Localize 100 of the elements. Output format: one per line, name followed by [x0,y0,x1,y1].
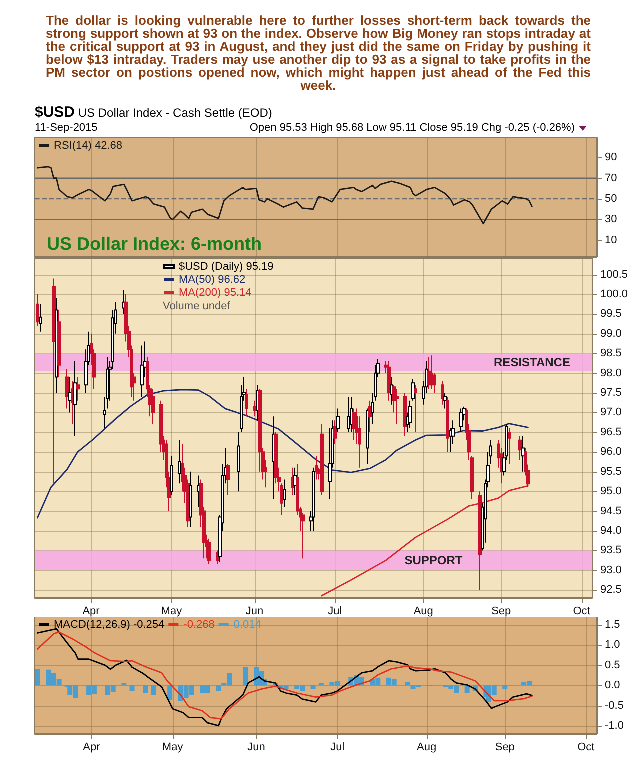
candlestick [253,400,257,418]
y-tick-label: 94.0 [600,524,622,537]
candlestick [427,357,431,390]
candlestick [521,436,525,472]
candlestick [333,420,337,445]
bar [130,686,135,692]
bar [243,667,248,686]
bar [168,686,173,701]
y-tick-label: 94.5 [600,505,622,518]
y-tick-label: 93.0 [600,564,622,576]
y-tick-label: 95.5 [600,466,622,478]
candlestick [207,538,211,565]
candlestick [178,440,181,484]
band-label: SUPPORT [404,554,464,568]
candlestick [245,388,248,418]
candlestick [408,400,412,429]
line-series [321,485,529,597]
y-tick-label: -1.0 [605,720,624,732]
y-tick-label: 50 [605,193,618,206]
candlestick [508,428,511,464]
candlestick [197,475,200,508]
y-tick-label: 100.5 [600,268,628,281]
y-tick-label: 99.0 [600,328,622,340]
candlestick [478,491,482,591]
candlestick [52,278,56,484]
candlestick [122,290,125,315]
candlestick [36,294,39,327]
candlestick [39,304,42,332]
text: Open 95.53 High 95.68 Low 95.11 Close 95.19 Chg -0.25 (-0.26%) [250,122,575,134]
candlestick [368,400,372,433]
y-tick-label: 97.5 [600,387,622,400]
legend-label: MA(50) 96.62 [179,274,246,286]
y-tick-label: 70 [605,172,618,184]
y-tick-label: 30 [605,214,618,226]
y-tick-label: 1.0 [605,639,620,652]
bar [35,669,40,686]
line-series [37,166,533,225]
candlestick [336,408,340,433]
candlestick [312,467,315,532]
bar [310,686,316,690]
candlestick [76,376,80,402]
legend-label: RSI(14) 42.68 [54,140,122,152]
candlestick [414,384,417,433]
annotation: Volume undef [163,300,232,312]
y-tick-label: 98.0 [600,367,622,380]
y-tick-label: 99.5 [600,308,622,320]
bar [216,686,222,692]
annotation: US Dollar Index: 6-month [47,234,262,254]
candlestick [216,550,219,565]
x-tick-label: Oct [573,606,590,618]
y-tick-label: 95.0 [600,486,622,498]
y-tick-label: 92.5 [600,584,622,596]
candlestick [320,424,324,496]
candlestick [71,380,74,426]
legend-label: -0.268 [184,619,215,631]
candlestick [65,368,69,410]
y-tick-label: 93.5 [600,544,622,557]
chart-title: The dollar is looking vulnerable here to further losses short-term back towards the strong support shown at 93 on the index. Observe how Big Money ran stops intraday at the critical support at 93 in August, and they just did the same on Friday by pushing it below $13 intraday. Traders may use another dip to 93 as a signal to take profits in the PM sector on postions opened now, which might happen just ahead of the Fed this week. [46,13,591,93]
candlestick [170,456,173,496]
candlestick [395,388,399,426]
bar [405,682,410,686]
candlestick [283,479,286,508]
candlestick [430,355,433,390]
x-tick-label: Jul [328,606,342,618]
y-tick-label: 96.0 [600,446,622,458]
candlestick [350,396,353,433]
candlestick [518,436,522,461]
legend-label: 0.014 [234,619,262,631]
band-label: RESISTANCE [494,355,570,370]
bar [502,686,508,690]
candlestick [293,467,297,496]
candlestick [347,396,350,433]
bar [151,686,156,696]
x-tick-label: Jun [248,742,266,754]
candlestick [446,396,449,453]
line-series [36,389,529,519]
y-tick-label: 10 [605,234,618,246]
bar [464,686,470,694]
candlestick [73,360,77,437]
x-tick-label: Jul [330,742,345,754]
y-tick-label: 0.5 [605,659,620,672]
x-tick-label: Sep [492,606,512,618]
x-tick-label: May [162,742,184,754]
candlestick [403,392,407,437]
candlestick [390,376,393,406]
candlestick [315,456,318,480]
candlestick [366,408,369,464]
chart-subtitle: $USD US Dollar Index - Cash Settle (EOD) [35,104,272,121]
candlestick [291,467,294,496]
candlestick [189,471,192,528]
x-tick-label: Apr [82,606,100,618]
candlestick [411,378,415,402]
candlestick [226,463,230,496]
candlestick [352,408,356,441]
y-tick-label: 100.0 [600,288,628,300]
candlestick [459,408,463,433]
y-tick-label: 98.5 [600,348,622,360]
x-tick-label: Oct [578,742,595,754]
candlestick [140,345,144,398]
candlestick [68,376,72,414]
